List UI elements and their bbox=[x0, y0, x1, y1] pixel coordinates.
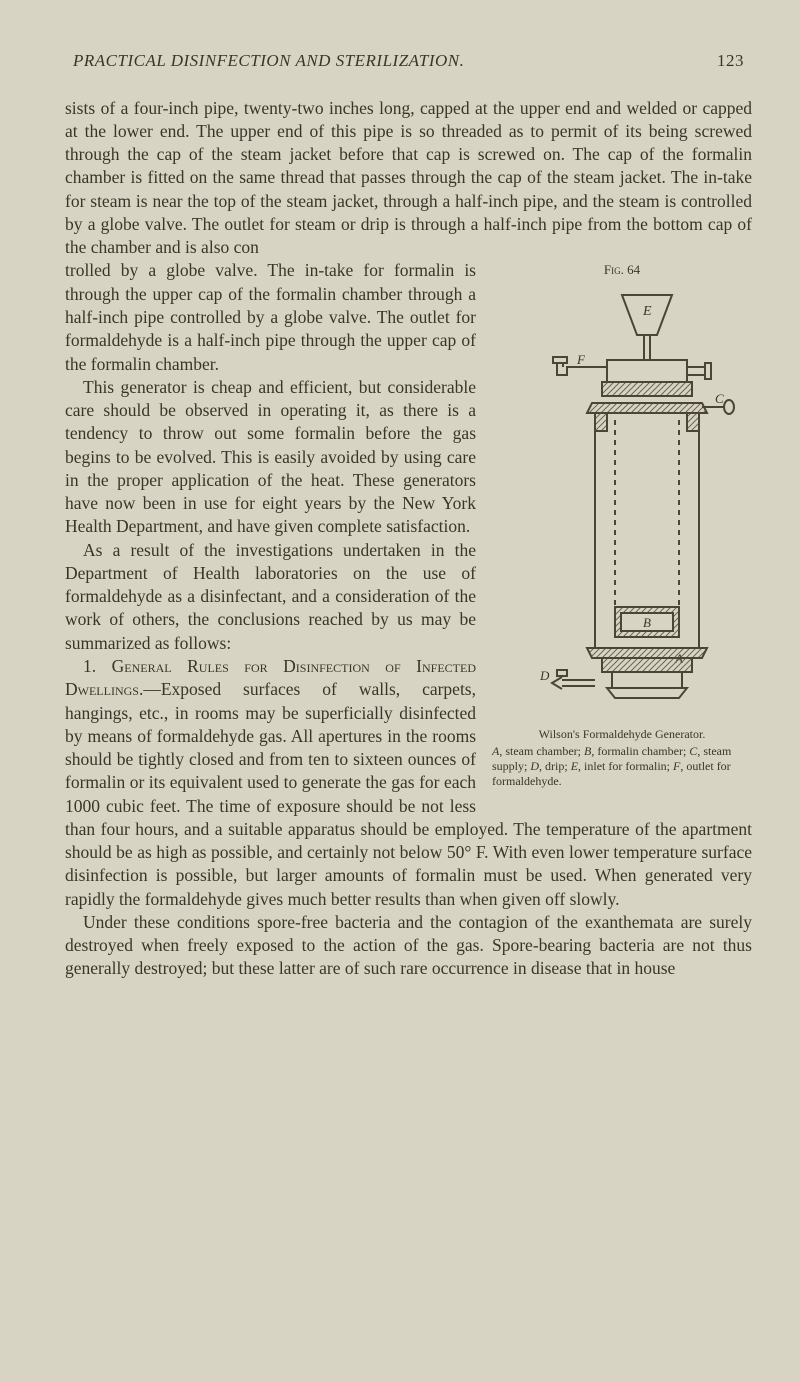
figure-diagram: E F bbox=[507, 285, 737, 715]
caption-body: A, steam chamber; B, formalin chamber; C… bbox=[492, 744, 752, 789]
page-number: 123 bbox=[717, 50, 744, 73]
paragraph-1: sists of a four-inch pipe, twenty-two in… bbox=[65, 97, 752, 260]
label-C: C bbox=[715, 391, 724, 406]
body-text: sists of a four-inch pipe, twenty-two in… bbox=[65, 97, 752, 981]
paragraph-6: Under these conditions spore-free bacter… bbox=[65, 911, 752, 981]
figure-caption: Wilson's Formaldehyde Generator. A, stea… bbox=[492, 727, 752, 789]
caption-title: Wilson's Formaldehyde Generator. bbox=[492, 727, 752, 742]
label-F: F bbox=[576, 352, 586, 367]
figure-64: Fig. 64 E F bbox=[492, 261, 752, 789]
running-head: PRACTICAL DISINFECTION AND STERILIZATION… bbox=[73, 50, 464, 73]
figure-label: Fig. 64 bbox=[492, 261, 752, 278]
label-D: D bbox=[539, 668, 550, 683]
label-E: E bbox=[642, 304, 652, 319]
label-B: B bbox=[643, 615, 651, 630]
